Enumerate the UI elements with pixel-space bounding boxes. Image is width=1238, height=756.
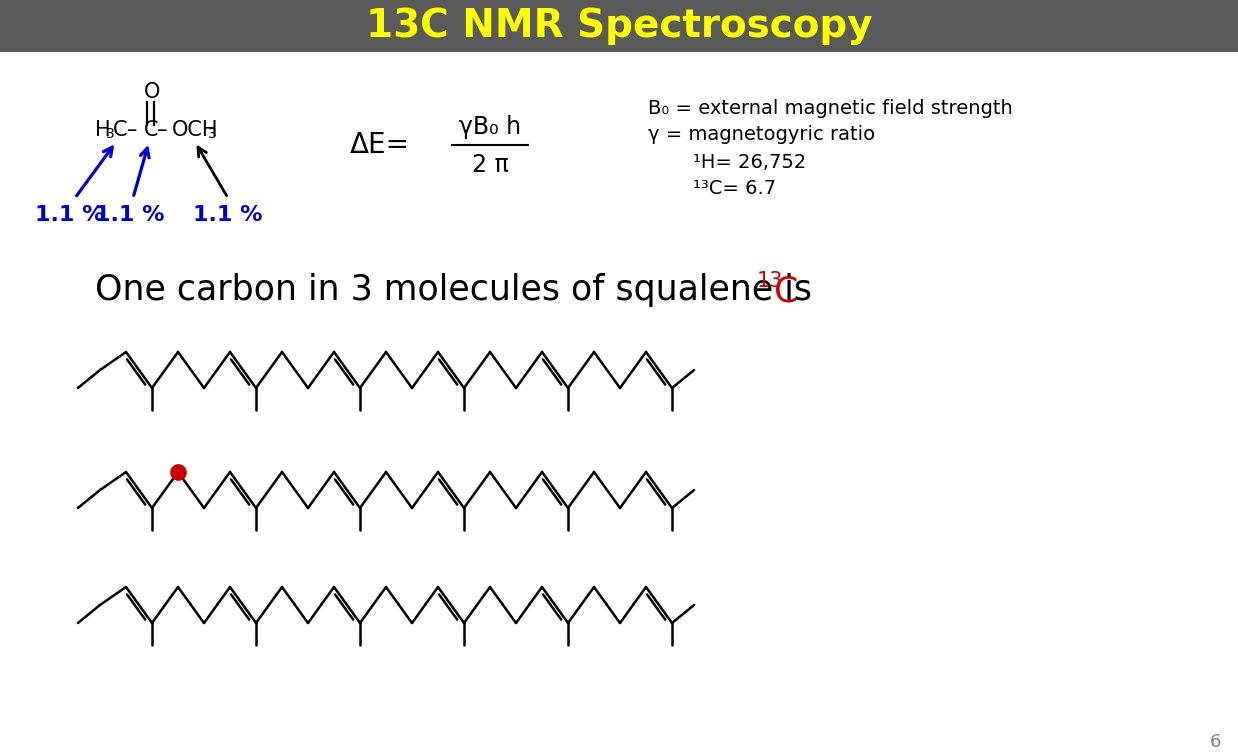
Text: –: – bbox=[157, 120, 167, 140]
FancyBboxPatch shape bbox=[0, 0, 1238, 52]
Text: 13: 13 bbox=[756, 271, 784, 291]
Text: B₀ = external magnetic field strength: B₀ = external magnetic field strength bbox=[647, 98, 1013, 117]
Text: 3: 3 bbox=[208, 127, 217, 141]
Text: C: C bbox=[113, 120, 128, 140]
Text: 6: 6 bbox=[1210, 733, 1221, 751]
Text: ¹H= 26,752: ¹H= 26,752 bbox=[693, 153, 806, 172]
Text: ΔE=: ΔE= bbox=[350, 131, 410, 159]
Text: H: H bbox=[95, 120, 110, 140]
Text: 13C NMR Spectroscopy: 13C NMR Spectroscopy bbox=[365, 7, 873, 45]
Text: γ = magnetogyric ratio: γ = magnetogyric ratio bbox=[647, 125, 875, 144]
Text: 1.1 %: 1.1 % bbox=[95, 205, 165, 225]
Text: ¹³C= 6.7: ¹³C= 6.7 bbox=[693, 179, 776, 199]
Text: –: – bbox=[128, 120, 137, 140]
Text: One carbon in 3 molecules of squalene is: One carbon in 3 molecules of squalene is bbox=[95, 273, 823, 307]
Text: 3: 3 bbox=[106, 127, 115, 141]
Text: 2 π: 2 π bbox=[472, 153, 509, 177]
Text: C: C bbox=[774, 274, 799, 308]
Text: 1.1 %: 1.1 % bbox=[35, 205, 105, 225]
Text: 1.1 %: 1.1 % bbox=[193, 205, 262, 225]
Text: C: C bbox=[144, 120, 158, 140]
Text: γB₀ h: γB₀ h bbox=[459, 115, 521, 139]
Text: O: O bbox=[144, 82, 161, 102]
Text: OCH: OCH bbox=[172, 120, 218, 140]
